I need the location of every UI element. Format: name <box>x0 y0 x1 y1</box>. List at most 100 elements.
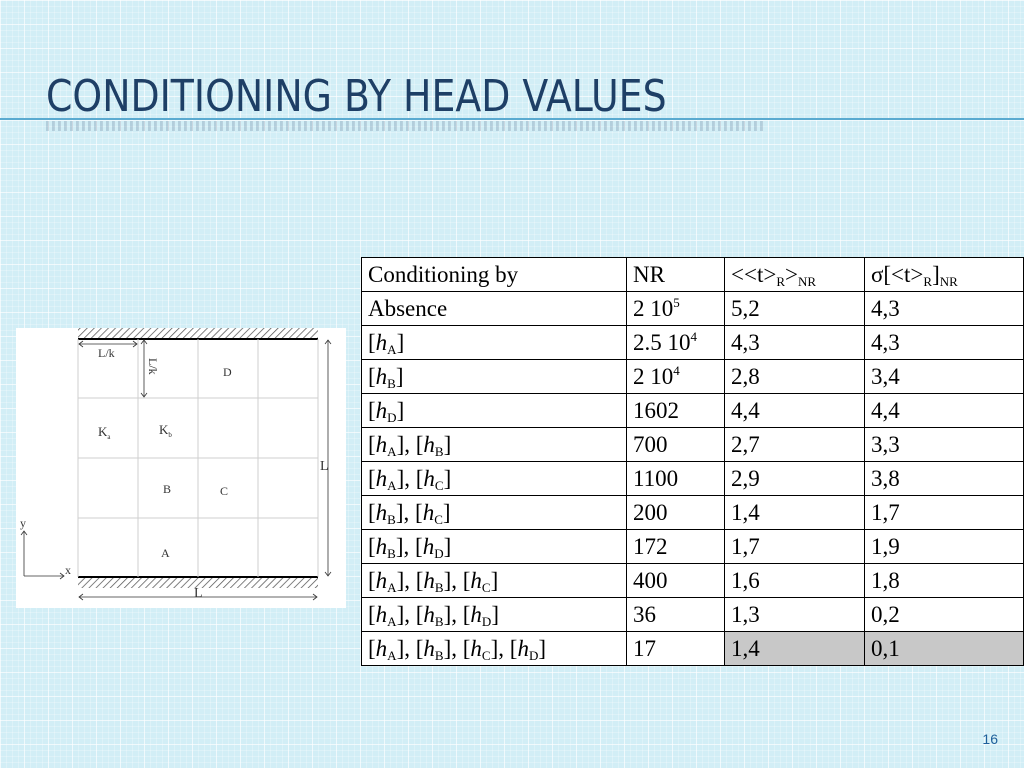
bracket-close: ] <box>443 533 452 559</box>
cell-nr: 17 <box>626 631 725 666</box>
cell-conditioning: [hB], [hD] <box>361 529 627 564</box>
head-term: [hA] <box>368 636 404 662</box>
cell-mean: 1,3 <box>724 597 865 632</box>
header-sigma-sub-r: R <box>923 273 933 289</box>
cell-sigma: 1,9 <box>864 529 1024 564</box>
bracket-close: ] <box>490 567 499 593</box>
cell-sigma: 3,8 <box>864 461 1024 496</box>
bracket-open: [ <box>368 431 376 457</box>
head-term: [hC] <box>416 465 452 493</box>
table-body: Absence 2 105 5,2 4,3 [hA] 2.5 104 4,3 4,3 [hB] 2… <box>361 291 1024 666</box>
bracket-close: ] <box>443 635 452 661</box>
region-label-d: D <box>223 365 232 379</box>
bracket-close: ] <box>395 533 404 559</box>
head-subscript: A <box>387 443 397 459</box>
header-mean-time: <<t>R>NR <box>724 257 865 292</box>
cell-sigma: 4,3 <box>864 325 1024 360</box>
cell-nr: 1100 <box>626 461 725 496</box>
head-subscript: D <box>387 409 397 425</box>
head-term: [hA] <box>368 466 404 492</box>
table-row: Absence 2 105 5,2 4,3 <box>361 291 1024 326</box>
bracket-close: ] <box>443 465 452 491</box>
head-symbol: h <box>375 499 388 525</box>
cond-separator: , <box>404 567 416 593</box>
head-subscript: B <box>387 375 396 391</box>
nr-base: 36 <box>633 601 656 627</box>
nr-base: 200 <box>633 499 668 525</box>
region-label-a: A <box>161 546 170 560</box>
nr-exponent: 4 <box>690 328 698 344</box>
ka-main: K <box>98 424 108 439</box>
cell-sigma: 0,1 <box>864 631 1024 666</box>
cond-separator: , <box>404 465 416 491</box>
nr-base: 2 10 <box>633 295 674 321</box>
cell-conditioning: [hA], [hB], [hC] <box>361 563 627 598</box>
head-subscript: D <box>528 647 539 663</box>
bracket-close: ] <box>396 329 405 355</box>
head-subscript: B <box>387 545 396 561</box>
head-term: [hB] <box>368 363 404 391</box>
head-term: [hC] <box>463 635 499 662</box>
cell-mean: 4,3 <box>724 325 865 360</box>
head-term: [hA] <box>368 567 404 594</box>
header-mean-sub-r: R <box>776 273 785 289</box>
results-table: Conditioning by NR <<t>R>NR σ[<t>R]NR Ab… <box>361 257 1024 666</box>
title-reflection <box>46 121 766 131</box>
head-subscript: B <box>434 443 444 459</box>
region-label-c: C <box>220 484 228 498</box>
head-subscript: A <box>387 613 397 629</box>
cell-conditioning: [hA] <box>361 325 627 360</box>
kb-sub: b <box>168 431 172 439</box>
cell-sigma: 4,4 <box>864 393 1024 428</box>
permeability-ka-label: Ka <box>98 424 111 441</box>
title-underline <box>0 118 1024 120</box>
head-symbol: h <box>423 635 435 661</box>
nr-base: 2.5 10 <box>633 329 691 355</box>
head-symbol: h <box>375 567 388 593</box>
cell-mean: 1,4 <box>724 495 865 530</box>
bracket-close: ] <box>396 601 405 627</box>
head-symbol: h <box>517 635 529 661</box>
cell-nr: 2 105 <box>626 291 725 326</box>
head-subscript: C <box>434 477 444 493</box>
nr-base: 400 <box>633 567 668 593</box>
domain-diagram: L/k L/k L L D C B A Ka Kb y x <box>16 328 346 608</box>
head-term: [hB] <box>416 635 452 663</box>
cell-mean: 1,6 <box>724 563 865 598</box>
nr-base: 700 <box>633 431 668 457</box>
bracket-close: ] <box>443 431 452 457</box>
bracket-close: ] <box>443 601 452 627</box>
cell-nr: 36 <box>626 597 725 632</box>
head-symbol: h <box>375 329 388 355</box>
head-subscript: B <box>387 511 396 527</box>
permeability-kb-label: Kb <box>159 422 172 439</box>
grid-lines <box>77 339 319 577</box>
header-mean-pre: <<t> <box>731 261 777 287</box>
cell-sigma: 1,7 <box>864 495 1024 530</box>
table-row: [hB], [hC] 200 1,4 1,7 <box>361 495 1024 530</box>
table-row: [hA], [hB] 700 2,7 3,3 <box>361 427 1024 462</box>
cell-conditioning: [hA], [hB], [hC], [hD] <box>361 631 627 666</box>
head-term: [hD] <box>463 602 499 628</box>
head-symbol: h <box>422 533 435 559</box>
nr-base: 17 <box>633 635 656 661</box>
cond-separator: , <box>404 431 416 457</box>
head-term: [hA] <box>368 329 405 356</box>
bracket-open: [ <box>415 601 424 627</box>
header-mean-mid: > <box>784 261 798 287</box>
cell-conditioning: [hB] <box>361 359 627 394</box>
head-term: [hB] <box>416 431 452 459</box>
cell-sigma: 4,3 <box>864 291 1024 326</box>
bracket-close: ] <box>490 635 499 661</box>
table-row: [hD] 1602 4,4 4,4 <box>361 393 1024 428</box>
head-subscript: B <box>434 647 444 663</box>
nr-base: 1100 <box>633 465 679 491</box>
head-term: [hA] <box>368 601 405 629</box>
head-symbol: h <box>375 533 388 559</box>
head-subscript: C <box>434 511 443 527</box>
head-subscript: D <box>434 545 444 561</box>
table-row: [hA], [hB], [hC], [hD] 17 1,4 0,1 <box>361 631 1024 666</box>
bracket-open: [ <box>368 601 376 627</box>
head-symbol: h <box>375 363 388 389</box>
table-row: [hA], [hC] 1100 2,9 3,8 <box>361 461 1024 496</box>
